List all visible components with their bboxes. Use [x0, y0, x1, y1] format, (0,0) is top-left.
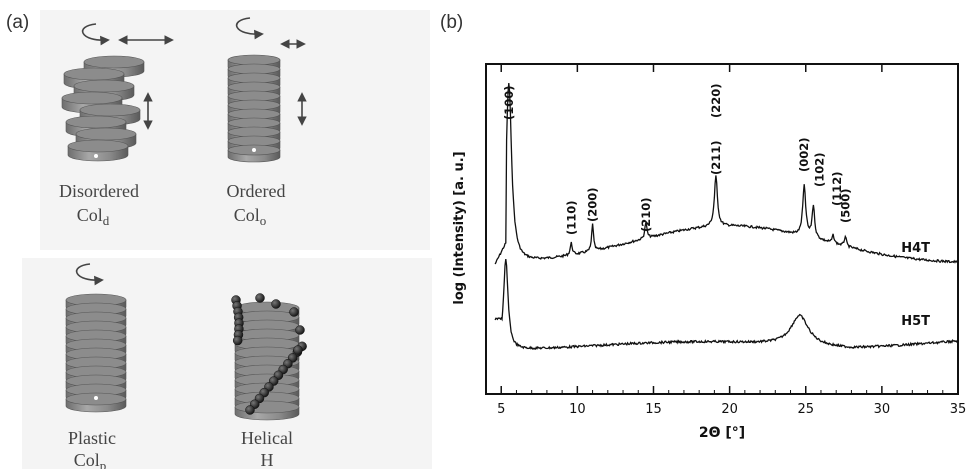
peak-label: (220)	[709, 83, 723, 118]
peak-label: (100)	[502, 85, 516, 120]
caption-helical-phase: H	[261, 450, 274, 469]
x-tick-label: 35	[950, 402, 967, 417]
peak-label: (110)	[564, 200, 578, 235]
disordered-rotation-arrow	[81, 23, 110, 46]
disordered-disc	[67, 139, 129, 162]
caption-ordered-name: Ordered	[227, 181, 286, 201]
series-layer	[494, 83, 958, 351]
peak-label: (211)	[709, 140, 723, 175]
caption-ordered-phase: Colo	[234, 205, 267, 228]
peak-label: (112)	[830, 171, 844, 206]
caption-ordered: Ordered Colo	[227, 181, 286, 228]
panel-a-label: (a)	[6, 12, 30, 33]
x-tick-label: 20	[721, 402, 738, 417]
series-name-h5t: H5T	[901, 314, 930, 329]
peak-label: (500)	[838, 188, 852, 223]
panel-b-label: (b)	[440, 12, 464, 33]
ordered-disc	[227, 144, 281, 163]
caption-helical-name: Helical	[241, 428, 293, 448]
plastic-disc	[65, 392, 127, 413]
columns-layer	[61, 17, 307, 421]
plastic-rotation-arrow	[75, 263, 104, 286]
x-axis: 5 10 15 20 25 30 35	[497, 64, 966, 417]
ordered-rotation-arrow	[235, 17, 264, 40]
peak-label: (200)	[586, 187, 600, 222]
plastic-core-dot	[94, 396, 98, 400]
peak-label: (002)	[797, 137, 811, 172]
series-name-h4t: H4T	[901, 241, 930, 256]
plot-frame	[485, 63, 959, 395]
x-axis-title: 2Θ [°]	[699, 425, 745, 441]
helical-ball	[232, 335, 243, 346]
caption-helical: Helical H	[241, 428, 293, 469]
helical-ball	[293, 345, 303, 355]
caption-disordered-phase: Cold	[77, 205, 110, 228]
peak-label: (210)	[639, 197, 653, 232]
ordered-core-dot	[252, 148, 256, 152]
helical-ball	[271, 299, 281, 309]
x-tick-label: 10	[569, 402, 586, 417]
caption-disordered-name: Disordered	[59, 181, 139, 201]
helical-ball	[295, 325, 305, 335]
helical-ball	[245, 405, 255, 415]
series-names: H4T H5T	[901, 241, 930, 329]
caption-disordered: Disordered Cold	[59, 181, 139, 228]
caption-plastic-name: Plastic	[68, 428, 116, 448]
series-line-h5t	[494, 259, 958, 351]
helical-ball	[289, 307, 299, 317]
peak-label: (102)	[812, 152, 826, 187]
x-tick-label: 25	[797, 402, 814, 417]
caption-plastic-phase: Colp	[74, 450, 107, 469]
x-tick-label: 30	[874, 402, 891, 417]
x-tick-label: 15	[645, 402, 662, 417]
disordered-core-dot	[94, 154, 98, 158]
helical-ball	[255, 293, 265, 303]
y-axis-title: log (Intensity) [a. u.]	[452, 151, 467, 304]
helical-disc	[234, 400, 300, 421]
peak-labels: (100) (110) (200) (210) (211) (220) (002) (102)…	[502, 83, 852, 235]
x-tick-label: 5	[497, 402, 505, 417]
series-line-h4t	[494, 83, 958, 265]
caption-plastic: Plastic Colp	[68, 428, 116, 469]
